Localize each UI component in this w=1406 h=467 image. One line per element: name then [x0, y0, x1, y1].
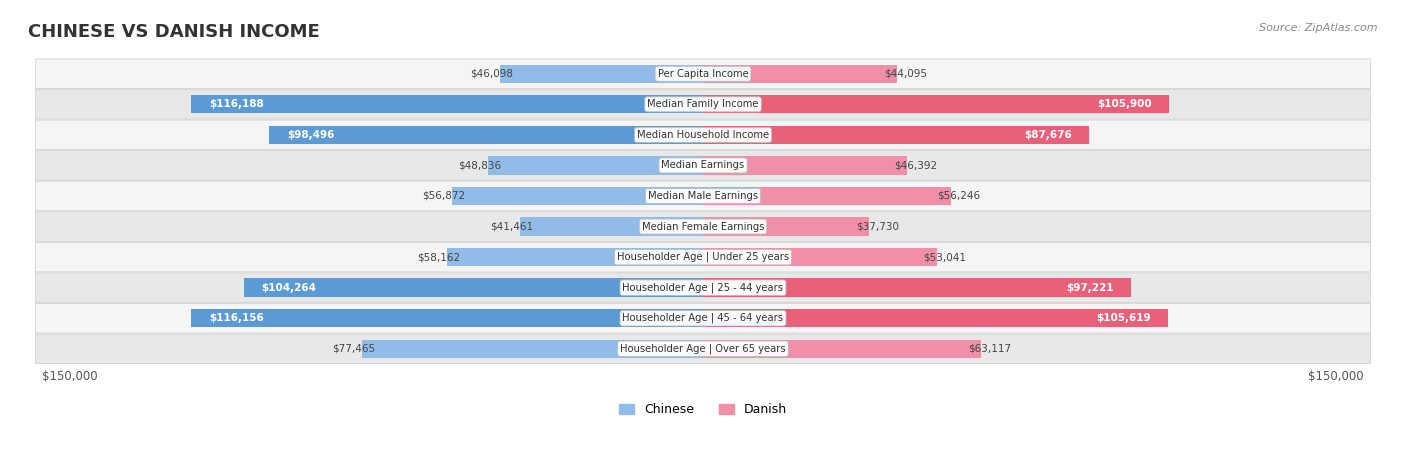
Text: Source: ZipAtlas.com: Source: ZipAtlas.com [1260, 23, 1378, 33]
Text: $105,619: $105,619 [1097, 313, 1150, 323]
Text: Householder Age | 25 - 44 years: Householder Age | 25 - 44 years [623, 283, 783, 293]
Bar [703, 95, 1170, 113]
Bar [191, 95, 703, 113]
Text: $63,117: $63,117 [967, 344, 1011, 354]
Bar [703, 309, 1168, 327]
Text: $48,836: $48,836 [458, 161, 501, 170]
Text: $116,188: $116,188 [209, 99, 263, 109]
Text: $87,676: $87,676 [1024, 130, 1071, 140]
Text: Median Family Income: Median Family Income [647, 99, 759, 109]
Text: Householder Age | Under 25 years: Householder Age | Under 25 years [617, 252, 789, 262]
FancyBboxPatch shape [35, 212, 1371, 241]
FancyBboxPatch shape [35, 242, 1371, 272]
Bar [501, 64, 703, 83]
Bar [447, 248, 703, 266]
FancyBboxPatch shape [35, 120, 1371, 150]
Text: $77,465: $77,465 [332, 344, 375, 354]
Legend: Chinese, Danish: Chinese, Danish [614, 398, 792, 421]
FancyBboxPatch shape [35, 150, 1371, 180]
Bar [243, 278, 703, 297]
FancyBboxPatch shape [35, 304, 1371, 333]
Text: $46,098: $46,098 [470, 69, 513, 79]
Text: $105,900: $105,900 [1097, 99, 1152, 109]
Text: Median Household Income: Median Household Income [637, 130, 769, 140]
FancyBboxPatch shape [35, 273, 1371, 303]
Bar [703, 126, 1090, 144]
Text: $44,095: $44,095 [884, 69, 927, 79]
Text: Per Capita Income: Per Capita Income [658, 69, 748, 79]
Text: $97,221: $97,221 [1066, 283, 1114, 293]
Bar [361, 340, 703, 358]
Bar [703, 278, 1132, 297]
Text: CHINESE VS DANISH INCOME: CHINESE VS DANISH INCOME [28, 23, 321, 42]
Bar [703, 187, 950, 205]
Bar [703, 217, 869, 236]
FancyBboxPatch shape [35, 90, 1371, 119]
Text: Median Male Earnings: Median Male Earnings [648, 191, 758, 201]
Text: $56,246: $56,246 [938, 191, 980, 201]
Text: $53,041: $53,041 [924, 252, 966, 262]
Text: $150,000: $150,000 [42, 369, 98, 382]
Text: Median Earnings: Median Earnings [661, 161, 745, 170]
Bar [269, 126, 703, 144]
Text: Median Female Earnings: Median Female Earnings [641, 221, 765, 232]
Bar [703, 340, 981, 358]
Text: $150,000: $150,000 [1308, 369, 1364, 382]
Bar [703, 156, 907, 175]
Text: $41,461: $41,461 [491, 221, 534, 232]
FancyBboxPatch shape [35, 334, 1371, 364]
FancyBboxPatch shape [35, 181, 1371, 211]
Bar [488, 156, 703, 175]
Bar [703, 248, 936, 266]
Text: $56,872: $56,872 [423, 191, 465, 201]
Bar [453, 187, 703, 205]
Text: $116,156: $116,156 [209, 313, 264, 323]
Bar [703, 64, 897, 83]
Text: $46,392: $46,392 [894, 161, 938, 170]
Text: $98,496: $98,496 [287, 130, 335, 140]
Bar [191, 309, 703, 327]
Bar [520, 217, 703, 236]
FancyBboxPatch shape [35, 59, 1371, 89]
Text: Householder Age | Over 65 years: Householder Age | Over 65 years [620, 344, 786, 354]
Text: $58,162: $58,162 [418, 252, 460, 262]
Text: Householder Age | 45 - 64 years: Householder Age | 45 - 64 years [623, 313, 783, 324]
Text: $37,730: $37,730 [856, 221, 898, 232]
Text: $104,264: $104,264 [262, 283, 316, 293]
